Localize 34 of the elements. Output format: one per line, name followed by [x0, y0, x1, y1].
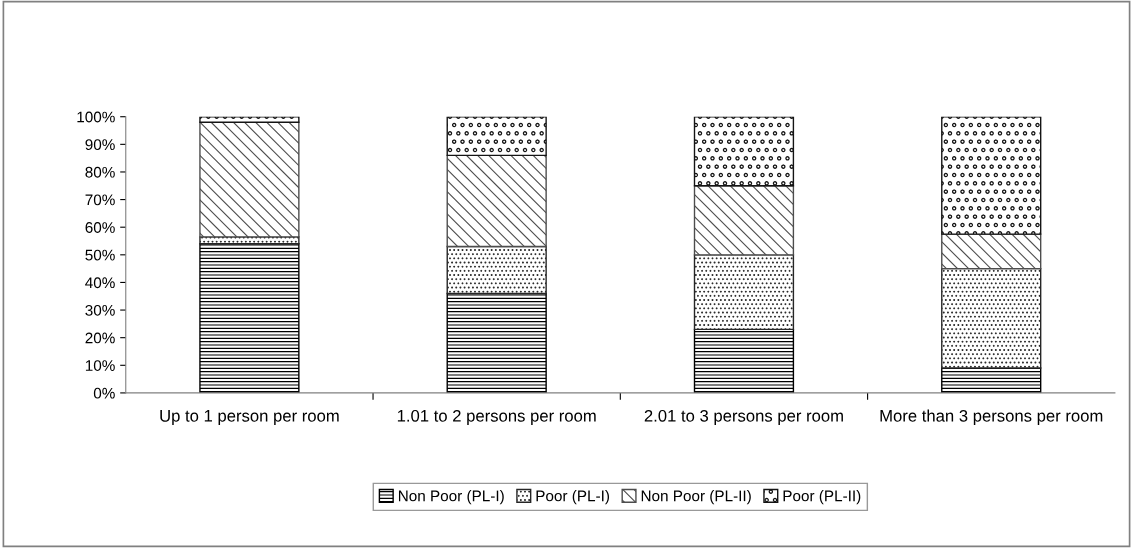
bar [941, 267, 1042, 369]
y-tick-label: 30% [85, 304, 115, 316]
x-tick-label: More than 3 persons per room [880, 409, 1103, 426]
bar [446, 245, 547, 295]
bar [693, 116, 795, 187]
y-tick-label: 0% [93, 387, 115, 399]
bar [446, 292, 547, 393]
bar [199, 116, 300, 123]
y-tick-label: 10% [85, 360, 115, 371]
y-tick-label: 60% [85, 222, 115, 233]
y-tick-label: 70% [85, 194, 115, 206]
bar [693, 254, 795, 331]
bar [941, 367, 1042, 393]
y-tick-label: 80% [85, 166, 115, 178]
bar [446, 116, 547, 157]
y-tick-label: 100% [77, 111, 115, 123]
bar [199, 243, 300, 393]
bar [693, 185, 795, 256]
x-tick-label: 2.01 to 3 persons per room [644, 409, 843, 426]
bar [199, 121, 300, 238]
bar [941, 233, 1042, 270]
x-tick-label: Up to 1 person per room [160, 410, 339, 426]
y-tick-label: 40% [85, 277, 115, 289]
legend-label: Non Poor (PL-II) [641, 490, 751, 505]
y-tick-label: 20% [85, 332, 115, 344]
x-tick-label: 1.01 to 2 persons per room [397, 409, 596, 426]
bar [693, 328, 795, 393]
legend-label: Poor (PL-II) [783, 490, 861, 505]
bar [941, 116, 1042, 235]
y-tick-label: 90% [85, 139, 115, 151]
y-tick-label: 50% [85, 249, 115, 261]
legend-label: Poor (PL-I) [536, 490, 610, 505]
legend-label: Non Poor (PL-I) [398, 490, 504, 505]
bar [446, 154, 547, 248]
